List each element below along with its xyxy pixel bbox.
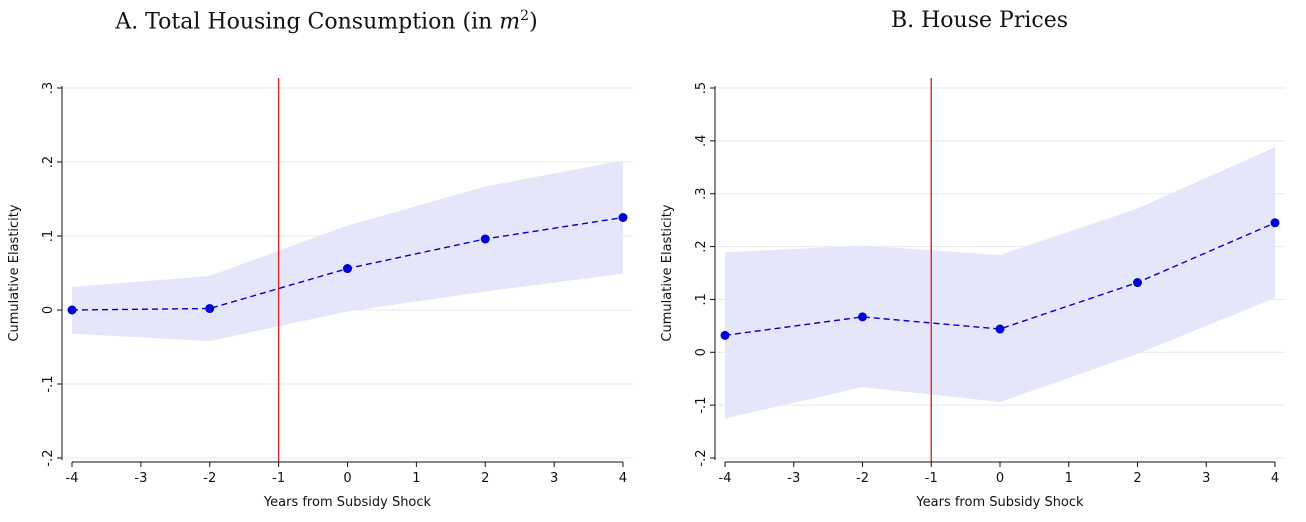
confidence-band: [72, 160, 623, 342]
x-tick-label: 2: [481, 471, 489, 486]
y-tick-label: .2: [41, 156, 56, 168]
x-tick-label: -4: [719, 471, 732, 486]
y-tick-label: -.2: [41, 449, 56, 466]
x-tick-label: 4: [1271, 471, 1279, 486]
x-tick-label: 4: [619, 471, 627, 486]
panel-housing-consumption: A. Total Housing Consumption (in m2) -.2…: [0, 8, 653, 510]
y-tick-label: -.1: [694, 397, 709, 414]
data-point: [720, 330, 730, 340]
chart-house-prices: -.2 -.1 0 .1 .2 .3 .4 .5 -4 -3 -2 -1 0 1 2 3 4 Years from…: [660, 78, 1285, 510]
y-axis-title: Cumulative Elasticity: [7, 204, 22, 341]
x-tick-label: -4: [66, 471, 79, 486]
x-tick-label: -2: [856, 471, 869, 486]
y-tick-label: 0: [694, 348, 709, 356]
chart-title: B. House Prices: [653, 8, 1306, 33]
y-tick-label: -.1: [41, 375, 56, 392]
x-tick-label: -1: [925, 471, 938, 486]
data-point: [343, 264, 352, 274]
x-axis-title: Years from Subsidy Shock: [263, 495, 432, 510]
x-tick-label: -3: [134, 471, 147, 486]
x-tick-label: -2: [203, 471, 216, 486]
y-axis-title: Cumulative Elasticity: [660, 204, 675, 341]
data-point: [1133, 278, 1142, 288]
y-tick-label: -.2: [694, 449, 709, 466]
x-tick-label: 0: [343, 471, 351, 486]
x-tick-label: 1: [1065, 471, 1073, 486]
x-tick-label: 3: [1202, 471, 1210, 486]
data-point: [205, 304, 215, 314]
chart-title: A. Total Housing Consumption (in m2): [0, 8, 653, 34]
data-point: [1270, 218, 1280, 228]
chart-title-text: B. House Prices: [890, 8, 1069, 33]
chart-title-superscript: 2: [520, 8, 530, 24]
x-tick-label: 2: [1133, 471, 1141, 486]
data-point: [480, 234, 490, 244]
x-tick-label: -3: [787, 471, 800, 486]
y-tick-label: .5: [694, 82, 709, 94]
y-tick-label: .1: [41, 230, 56, 242]
x-tick-label: -1: [272, 471, 285, 486]
confidence-band: [725, 147, 1275, 419]
x-tick-label: 0: [996, 471, 1004, 486]
x-tick-label: 3: [550, 471, 558, 486]
y-tick-label: 0: [41, 306, 56, 314]
x-axis-title: Years from Subsidy Shock: [915, 495, 1084, 510]
chart-housing-consumption: -.2 -.1 0 .1 .2 .3 -4 -3 -2 -1 0 1 2 3 4 Years from Sub…: [7, 78, 633, 510]
data-point: [858, 312, 867, 322]
series-line: [724, 222, 1276, 337]
panel-house-prices: B. House Prices -.2 -.1 0.1.2.3.4.5 -4 -3 -2-…: [653, 0, 1306, 522]
y-tick-label: .1: [694, 293, 709, 305]
y-tick-label: .3: [41, 82, 56, 94]
chart-title-unit: m: [499, 9, 521, 35]
y-tick-label: .3: [694, 188, 709, 200]
chart-title-close: ): [529, 9, 538, 35]
x-tick-label: 1: [412, 471, 420, 486]
y-tick-label: .4: [694, 135, 709, 147]
data-point: [67, 305, 77, 315]
y-tick-label: .2: [694, 240, 709, 252]
data-point: [618, 213, 628, 222]
data-point: [995, 324, 1005, 334]
chart-title-text: A. Total Housing Consumption (in: [115, 9, 493, 35]
